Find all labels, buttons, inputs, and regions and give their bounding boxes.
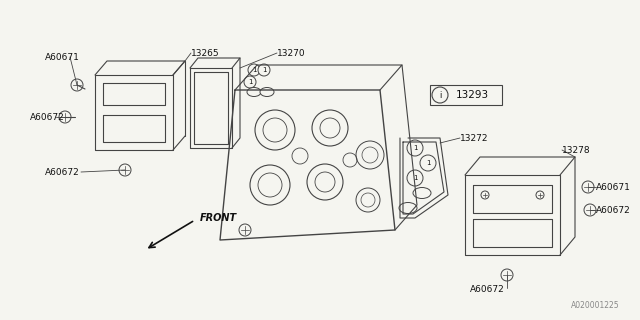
Text: 1: 1 [413, 175, 417, 181]
Circle shape [432, 87, 448, 103]
Text: A020001225: A020001225 [572, 301, 620, 310]
Bar [430, 85, 502, 105]
Ellipse shape [413, 188, 431, 198]
Text: 13270: 13270 [277, 49, 306, 58]
Text: 1: 1 [262, 67, 266, 73]
Text: A60672: A60672 [596, 205, 631, 214]
Text: 1: 1 [413, 145, 417, 151]
Ellipse shape [247, 87, 261, 97]
Text: A60671: A60671 [45, 52, 80, 61]
Circle shape [248, 64, 260, 76]
Text: i: i [439, 91, 441, 100]
Ellipse shape [260, 87, 274, 97]
Text: A60671: A60671 [596, 182, 631, 191]
Circle shape [420, 155, 436, 171]
Circle shape [407, 170, 423, 186]
Text: 1: 1 [252, 67, 256, 73]
Text: 13265: 13265 [191, 49, 220, 58]
Text: 1: 1 [426, 160, 430, 166]
Text: A60672: A60672 [470, 285, 505, 294]
Circle shape [244, 76, 256, 88]
Text: 1: 1 [248, 79, 252, 85]
Text: 13293: 13293 [456, 90, 488, 100]
Text: 13272: 13272 [460, 133, 488, 142]
Text: A60672: A60672 [30, 113, 65, 122]
Ellipse shape [399, 203, 417, 213]
Circle shape [407, 140, 423, 156]
Circle shape [258, 64, 270, 76]
Text: 13278: 13278 [562, 146, 591, 155]
Text: FRONT: FRONT [200, 213, 237, 223]
Text: A60672: A60672 [45, 167, 80, 177]
